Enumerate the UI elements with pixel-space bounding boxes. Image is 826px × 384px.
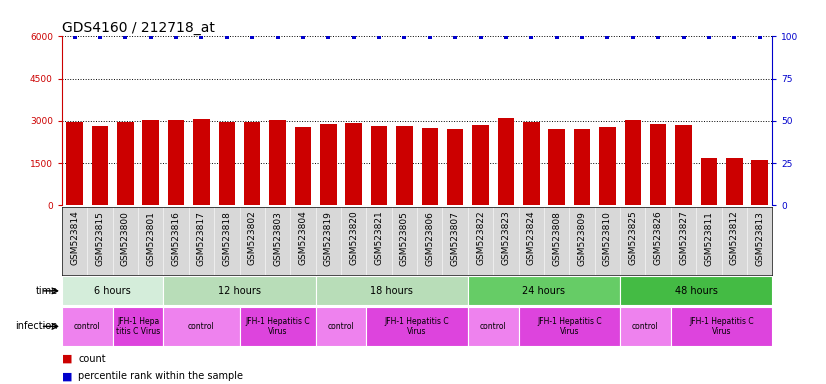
Text: count: count bbox=[78, 354, 106, 364]
Bar bbox=[472, 126, 489, 205]
Text: control: control bbox=[328, 322, 354, 331]
Bar bbox=[92, 126, 108, 205]
Text: GSM523807: GSM523807 bbox=[451, 211, 460, 266]
Bar bbox=[295, 127, 311, 205]
Text: 18 hours: 18 hours bbox=[370, 286, 413, 296]
Bar bbox=[624, 119, 641, 205]
Bar bbox=[164, 307, 240, 346]
Text: GSM523827: GSM523827 bbox=[679, 211, 688, 265]
Bar bbox=[700, 158, 717, 205]
Bar bbox=[193, 119, 210, 205]
Text: GSM523800: GSM523800 bbox=[121, 211, 130, 266]
Text: 6 hours: 6 hours bbox=[94, 286, 131, 296]
Bar bbox=[219, 122, 235, 205]
Text: GSM523801: GSM523801 bbox=[146, 211, 155, 266]
Text: GSM523803: GSM523803 bbox=[273, 211, 282, 266]
Text: GSM523804: GSM523804 bbox=[298, 211, 307, 265]
Text: GSM523820: GSM523820 bbox=[349, 211, 358, 265]
Bar bbox=[164, 276, 316, 305]
Text: ■: ■ bbox=[62, 354, 73, 364]
Bar bbox=[244, 121, 260, 205]
Text: JFH-1 Hepatitis C
Virus: JFH-1 Hepatitis C Virus bbox=[385, 317, 449, 336]
Bar bbox=[519, 307, 620, 346]
Text: GSM523811: GSM523811 bbox=[705, 211, 714, 266]
Bar bbox=[62, 307, 112, 346]
Text: ■: ■ bbox=[62, 371, 73, 381]
Text: GSM523814: GSM523814 bbox=[70, 211, 79, 265]
Bar bbox=[320, 124, 336, 205]
Text: GSM523815: GSM523815 bbox=[96, 211, 105, 266]
Text: 12 hours: 12 hours bbox=[218, 286, 261, 296]
Text: 48 hours: 48 hours bbox=[675, 286, 718, 296]
Text: control: control bbox=[74, 322, 101, 331]
Text: GSM523821: GSM523821 bbox=[374, 211, 383, 265]
Text: GSM523816: GSM523816 bbox=[172, 211, 181, 266]
Text: GSM523805: GSM523805 bbox=[400, 211, 409, 266]
Bar bbox=[676, 125, 691, 205]
Bar bbox=[599, 127, 615, 205]
Bar bbox=[316, 276, 468, 305]
Bar bbox=[316, 307, 367, 346]
Text: GSM523822: GSM523822 bbox=[476, 211, 485, 265]
Text: time: time bbox=[36, 286, 58, 296]
Bar bbox=[421, 128, 438, 205]
Text: control: control bbox=[632, 322, 659, 331]
Text: GSM523823: GSM523823 bbox=[501, 211, 510, 265]
Text: JFH-1 Hepatitis C
Virus: JFH-1 Hepatitis C Virus bbox=[245, 317, 310, 336]
Text: JFH-1 Hepatitis C
Virus: JFH-1 Hepatitis C Virus bbox=[689, 317, 754, 336]
Text: GSM523812: GSM523812 bbox=[729, 211, 738, 265]
Bar bbox=[523, 122, 539, 205]
Text: GSM523808: GSM523808 bbox=[552, 211, 561, 266]
Text: JFH-1 Hepa
titis C Virus: JFH-1 Hepa titis C Virus bbox=[116, 317, 160, 336]
Bar bbox=[620, 276, 772, 305]
Bar bbox=[548, 129, 565, 205]
Bar bbox=[396, 126, 413, 205]
Bar bbox=[143, 121, 159, 205]
Text: GSM523818: GSM523818 bbox=[222, 211, 231, 266]
Text: GSM523810: GSM523810 bbox=[603, 211, 612, 266]
Bar bbox=[574, 129, 591, 205]
Text: 24 hours: 24 hours bbox=[523, 286, 566, 296]
Text: JFH-1 Hepatitis C
Virus: JFH-1 Hepatitis C Virus bbox=[537, 317, 601, 336]
Bar bbox=[726, 158, 743, 205]
Bar bbox=[367, 307, 468, 346]
Bar bbox=[112, 307, 164, 346]
Bar bbox=[62, 276, 164, 305]
Text: control: control bbox=[188, 322, 215, 331]
Text: GSM523825: GSM523825 bbox=[629, 211, 638, 265]
Bar bbox=[468, 307, 519, 346]
Text: GDS4160 / 212718_at: GDS4160 / 212718_at bbox=[62, 22, 215, 35]
Text: GSM523806: GSM523806 bbox=[425, 211, 434, 266]
Text: percentile rank within the sample: percentile rank within the sample bbox=[78, 371, 244, 381]
Bar bbox=[620, 307, 671, 346]
Text: GSM523817: GSM523817 bbox=[197, 211, 206, 266]
Bar bbox=[671, 307, 772, 346]
Bar bbox=[752, 160, 768, 205]
Bar bbox=[345, 123, 362, 205]
Bar bbox=[498, 118, 514, 205]
Bar bbox=[117, 121, 134, 205]
Text: control: control bbox=[480, 322, 506, 331]
Bar bbox=[468, 276, 620, 305]
Bar bbox=[269, 121, 286, 205]
Text: GSM523813: GSM523813 bbox=[755, 211, 764, 266]
Text: GSM523826: GSM523826 bbox=[653, 211, 662, 265]
Bar bbox=[650, 124, 667, 205]
Text: infection: infection bbox=[16, 321, 58, 331]
Text: GSM523819: GSM523819 bbox=[324, 211, 333, 266]
Text: GSM523809: GSM523809 bbox=[577, 211, 586, 266]
Text: GSM523824: GSM523824 bbox=[527, 211, 536, 265]
Text: GSM523802: GSM523802 bbox=[248, 211, 257, 265]
Bar bbox=[240, 307, 316, 346]
Bar bbox=[168, 119, 184, 205]
Bar bbox=[447, 129, 463, 205]
Bar bbox=[371, 126, 387, 205]
Bar bbox=[66, 122, 83, 205]
